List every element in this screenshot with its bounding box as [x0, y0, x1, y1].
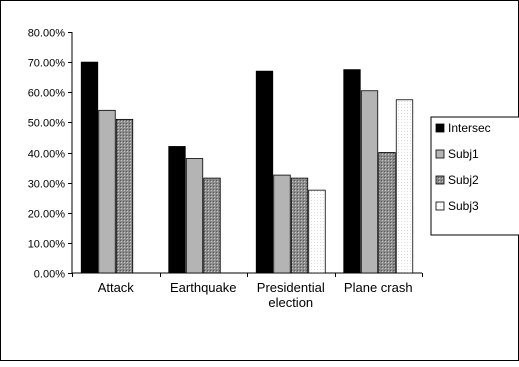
- bar-subj1-0: [98, 109, 116, 274]
- bar-intersec-1: [168, 146, 186, 274]
- y-tick-label: 80.00%: [28, 28, 66, 40]
- bar-intersec-0: [80, 61, 99, 274]
- legend-box: [430, 116, 519, 236]
- plot-area: 0.00% 10.00% 20.00% 30.00% 40.00% 50.00% 60.00…: [28, 28, 423, 310]
- y-tick-label: 70.00%: [28, 58, 66, 70]
- x-tick-label: Attack: [98, 280, 135, 295]
- legend-swatch-subj1: [435, 149, 445, 159]
- bar-subj2-0: [115, 118, 134, 274]
- y-tick-label: 30.00%: [28, 179, 66, 191]
- y-tick-label: 10.00%: [28, 239, 66, 251]
- y-tick-label: 60.00%: [28, 88, 66, 100]
- bar-subj1-1: [185, 158, 204, 274]
- bar-subj2-3: [378, 152, 396, 274]
- bar-subj1-2: [273, 174, 291, 274]
- legend-label-subj2: Subj2: [448, 173, 479, 187]
- legend-label-intersec: Intersec: [448, 121, 491, 135]
- legend: Intersec Subj1 Subj2 Subj3: [430, 116, 519, 236]
- x-tick-label: Plane crash: [344, 280, 413, 295]
- legend-swatch-subj3: [435, 201, 445, 211]
- bar-subj1-3: [360, 90, 379, 274]
- x-tick-label: Earthquake: [170, 280, 237, 295]
- bar-subj2-2: [290, 177, 309, 274]
- y-tick-label: 20.00%: [28, 209, 66, 221]
- bar-intersec-2: [255, 70, 274, 274]
- x-tick-label: Presidential election: [257, 280, 325, 310]
- bar-subj3-3: [395, 99, 414, 274]
- bar-intersec-3: [343, 69, 361, 274]
- legend-label-subj3: Subj3: [448, 199, 479, 213]
- y-tick-label: 0.00%: [34, 269, 65, 281]
- legend-swatch-subj2: [435, 175, 445, 185]
- y-tick-label: 50.00%: [28, 118, 66, 130]
- legend-swatch-intersec: [435, 123, 445, 133]
- bar-subj3-2: [308, 189, 326, 274]
- y-tick-label: 40.00%: [28, 149, 66, 161]
- legend-label-subj1: Subj1: [448, 147, 479, 161]
- bar-subj2-1: [203, 177, 221, 274]
